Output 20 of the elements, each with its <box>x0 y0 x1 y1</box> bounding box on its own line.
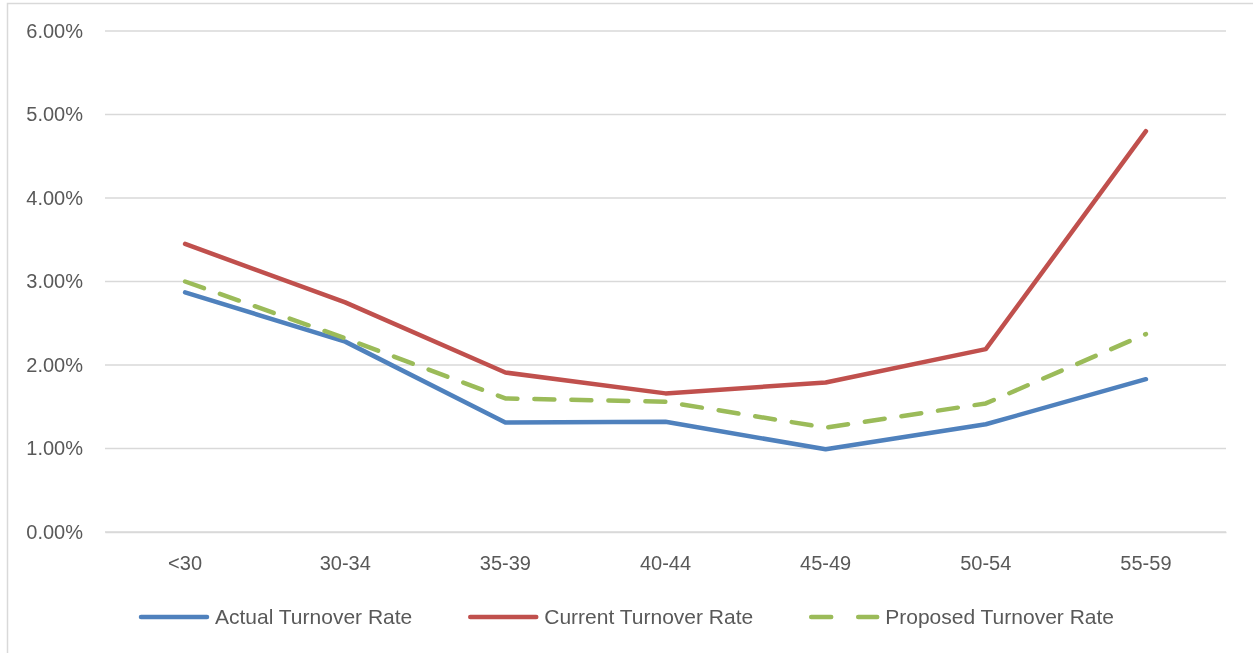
y-tick-label: 0.00% <box>26 520 84 543</box>
legend-label: Current Turnover Rate <box>544 605 754 629</box>
line-series <box>182 279 1149 430</box>
legend-label: Actual Turnover Rate <box>215 605 413 629</box>
x-tick-label: <30 <box>168 552 203 575</box>
y-tick-label: 1.00% <box>26 437 84 460</box>
y-tick-label: 6.00% <box>26 19 84 42</box>
x-tick-label: 55-59 <box>1120 552 1172 575</box>
y-tick-label: 2.00% <box>26 353 84 376</box>
x-tick-label: 40-44 <box>639 552 692 575</box>
line-series <box>182 128 1149 396</box>
x-tick-label: 30-34 <box>319 552 371 575</box>
y-tick-label: 3.00% <box>26 270 84 293</box>
x-tick-label: 45-49 <box>800 552 852 575</box>
y-tick-label: 4.00% <box>26 186 84 209</box>
x-tick-label: 35-39 <box>479 552 531 575</box>
legend-label: Proposed Turnover Rate <box>885 605 1114 629</box>
y-tick-label: 5.00% <box>26 103 84 126</box>
x-tick-label: 50-54 <box>960 552 1012 575</box>
line-series <box>182 290 1149 452</box>
